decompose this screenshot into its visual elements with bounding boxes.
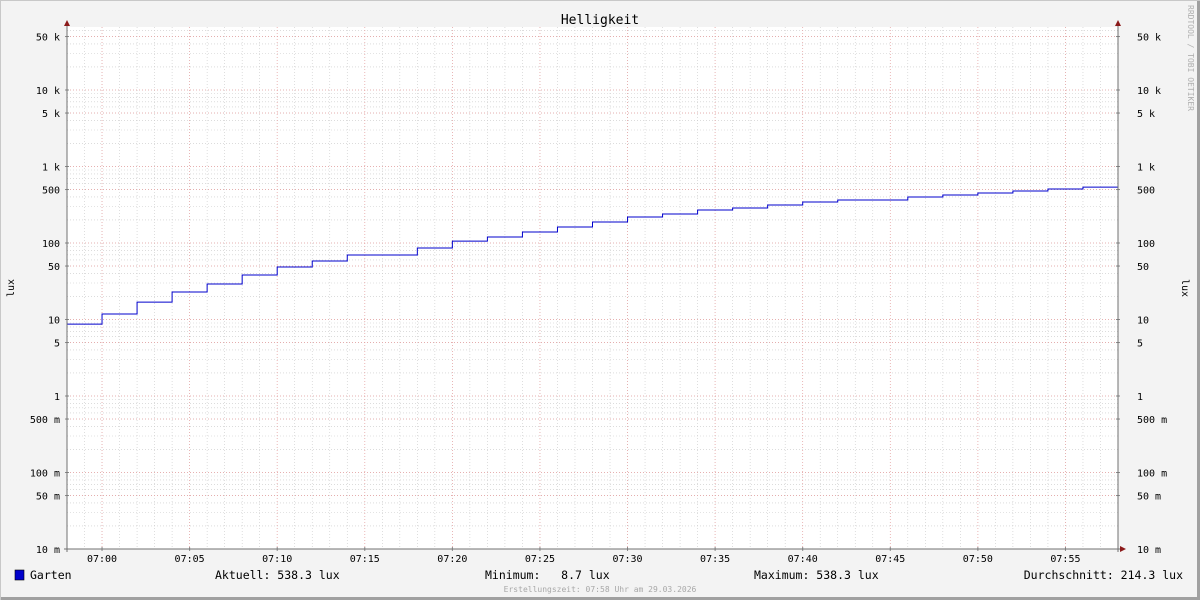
y-tick-label-right: 50 m xyxy=(1137,492,1161,503)
legend-series-name: Garten xyxy=(30,568,72,582)
x-tick-label: 07:25 xyxy=(525,554,555,565)
x-tick-label: 07:00 xyxy=(87,554,117,565)
legend-current: Aktuell: 538.3 lux xyxy=(215,568,340,582)
y-tick-label-left: 50 m xyxy=(36,492,60,503)
y-axis-arrow-left-icon xyxy=(64,20,70,26)
y-tick-label-right: 10 k xyxy=(1137,86,1161,97)
y-tick-label-left: 10 xyxy=(48,316,60,327)
y-tick-label-left: 100 m xyxy=(30,469,60,480)
x-tick-label: 07:15 xyxy=(350,554,380,565)
x-tick-label: 07:20 xyxy=(437,554,467,565)
y-axis-arrow-right-icon xyxy=(1115,20,1121,26)
y-tick-label-right: 50 xyxy=(1137,262,1149,273)
chart-title: Helligkeit xyxy=(561,13,639,28)
y-tick-label-right: 100 xyxy=(1137,239,1155,250)
x-tick-label: 07:40 xyxy=(788,554,818,565)
y-tick-label-right: 100 m xyxy=(1137,469,1167,480)
y-tick-label-left: 50 xyxy=(48,262,60,273)
y-tick-label-left: 10 m xyxy=(36,545,60,556)
y-tick-label-left: 1 xyxy=(54,392,60,403)
y-tick-label-right: 500 xyxy=(1137,186,1155,197)
legend-minimum: Minimum: 8.7 lux xyxy=(485,568,610,582)
y-tick-label-left: 1 k xyxy=(42,163,60,174)
y-tick-label-left: 50 k xyxy=(36,33,60,44)
y-axis-label-left: lux xyxy=(6,279,17,297)
bottom-border xyxy=(1,597,1199,600)
x-tick-label: 07:35 xyxy=(700,554,730,565)
y-tick-label-left: 100 xyxy=(42,239,60,250)
y-tick-label-right: 5 k xyxy=(1137,109,1155,120)
y-tick-label-left: 500 m xyxy=(30,415,60,426)
legend-average: Durchschnitt: 214.3 lux xyxy=(1024,568,1183,582)
footer-timestamp: Erstellungszeit: 07:58 Uhr am 29.03.2026 xyxy=(504,585,697,594)
x-tick-label: 07:10 xyxy=(262,554,292,565)
right-border xyxy=(1197,1,1200,600)
y-tick-label-right: 10 xyxy=(1137,316,1149,327)
y-tick-label-right: 500 m xyxy=(1137,415,1167,426)
y-tick-label-right: 5 xyxy=(1137,339,1143,350)
watermark: RRDTOOL / TOBI OETIKER xyxy=(1186,5,1195,111)
series-line-garten xyxy=(67,186,1118,325)
y-tick-label-right: 1 k xyxy=(1137,163,1155,174)
legend-maximum: Maximum: 538.3 lux xyxy=(754,568,879,582)
y-tick-label-right: 1 xyxy=(1137,392,1143,403)
legend-color-swatch xyxy=(14,569,25,581)
y-tick-label-right: 10 m xyxy=(1137,545,1161,556)
x-tick-label: 07:05 xyxy=(175,554,205,565)
y-tick-label-left: 5 xyxy=(54,339,60,350)
x-tick-label: 07:50 xyxy=(963,554,993,565)
y-tick-label-right: 50 k xyxy=(1137,33,1161,44)
grid xyxy=(66,27,1119,550)
y-tick-label-left: 10 k xyxy=(36,86,60,97)
x-axis-arrow-icon xyxy=(1120,546,1126,552)
x-tick-label: 07:45 xyxy=(875,554,905,565)
x-tick-label: 07:55 xyxy=(1050,554,1080,565)
axes xyxy=(64,20,1126,552)
x-tick-label: 07:30 xyxy=(612,554,642,565)
y-tick-label-left: 5 k xyxy=(42,109,60,120)
series-layer xyxy=(67,186,1118,325)
y-tick-label-left: 500 xyxy=(42,186,60,197)
y-axis-label-right: lux xyxy=(1179,279,1190,297)
